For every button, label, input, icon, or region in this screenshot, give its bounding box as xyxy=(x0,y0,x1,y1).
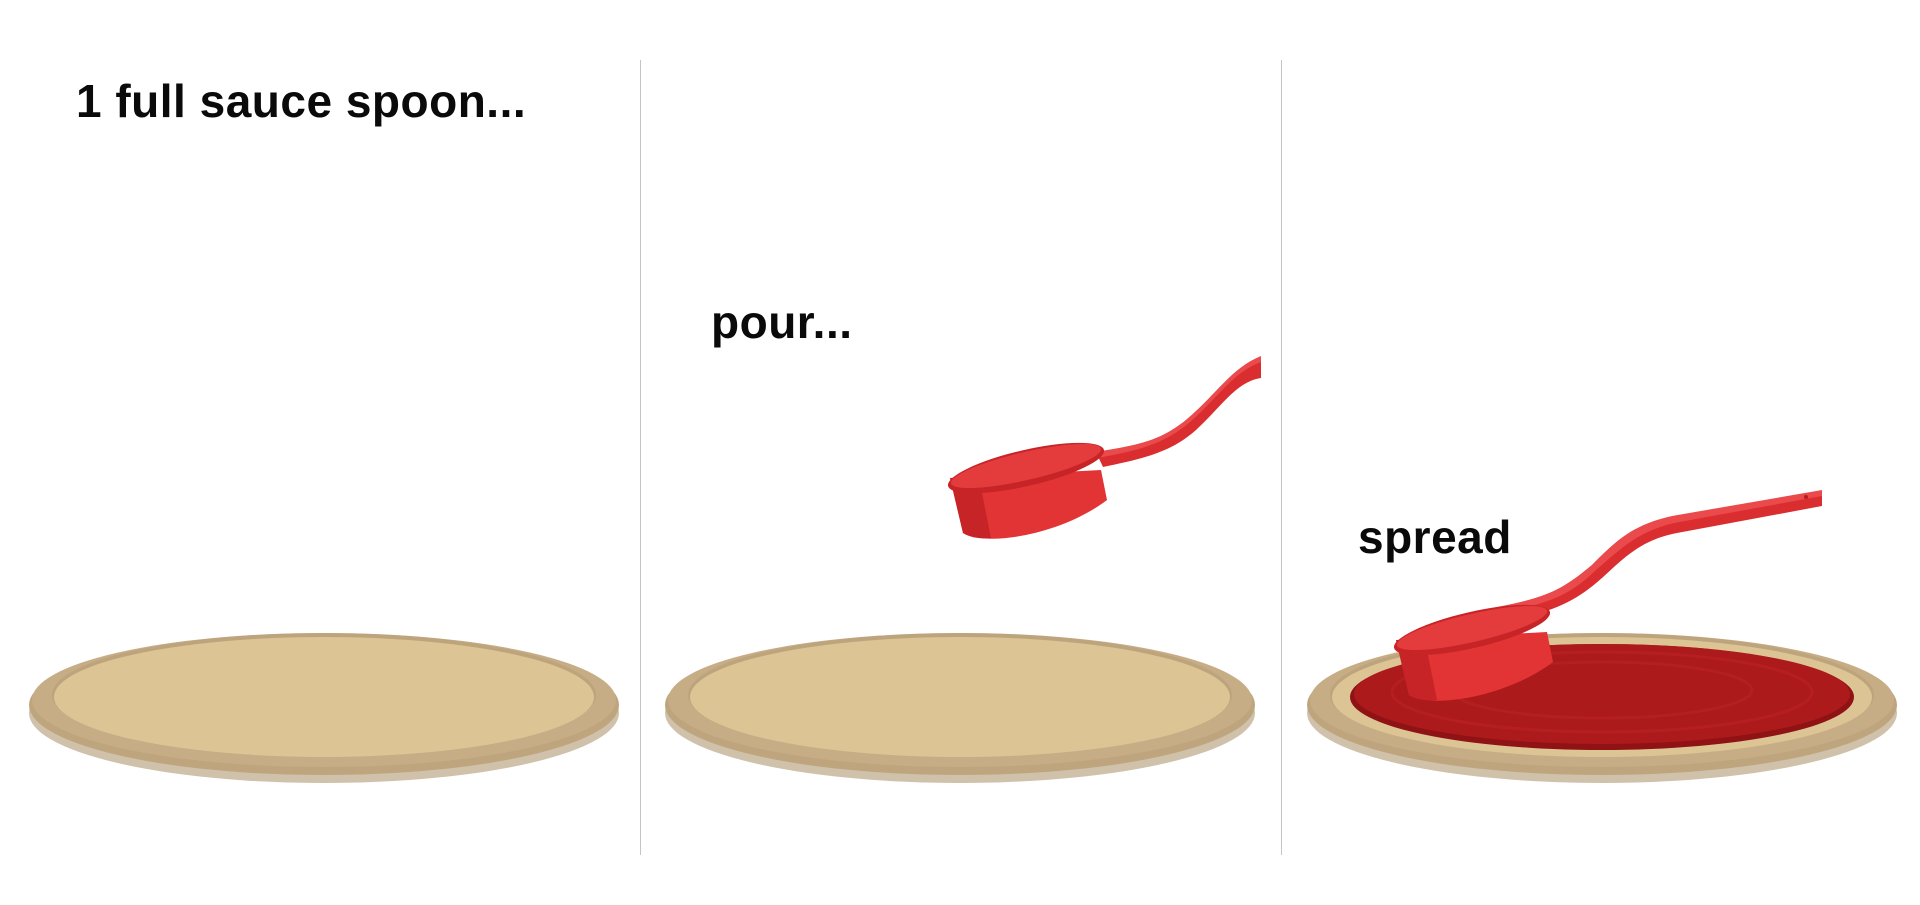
sauce-spoon-icon xyxy=(1393,490,1822,701)
step-3-panel: spread xyxy=(1282,0,1920,905)
pizza-dough-base xyxy=(665,633,1255,783)
step-2-caption: pour... xyxy=(711,296,853,348)
step-3-caption: spread xyxy=(1358,511,1512,563)
step-2-illustration xyxy=(665,356,1261,783)
step-2-panel: pour... xyxy=(641,0,1281,905)
step-1-panel: 1 full sauce spoon... xyxy=(0,0,640,905)
sauce-spoon-icon xyxy=(947,356,1261,539)
step-3-illustration xyxy=(1307,490,1897,783)
step-1-caption: 1 full sauce spoon... xyxy=(76,75,527,127)
step-1-illustration xyxy=(29,633,619,783)
pizza-dough-base xyxy=(29,633,619,783)
panel-divider xyxy=(640,60,641,855)
panel-divider xyxy=(1281,60,1282,855)
